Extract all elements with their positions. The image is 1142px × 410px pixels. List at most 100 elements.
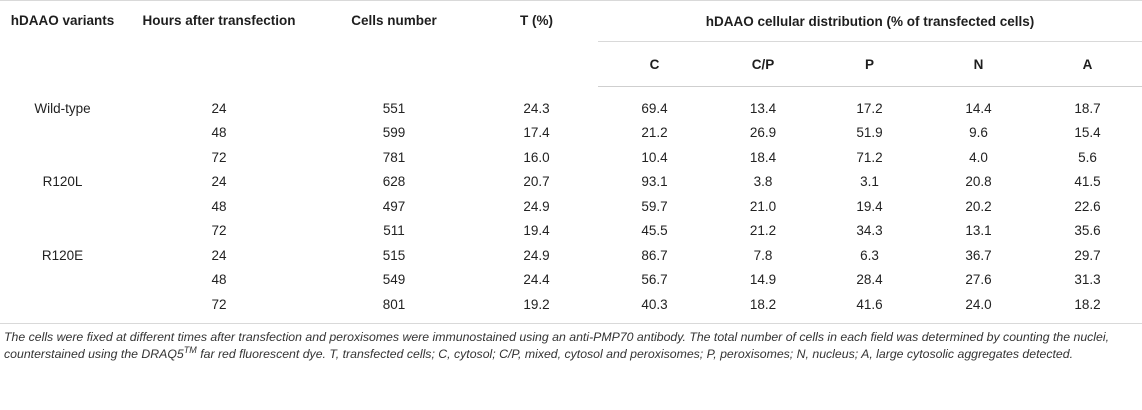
cell-a: 18.7 <box>1074 100 1101 116</box>
cell-p: 51.9 <box>856 125 883 141</box>
header-cells-number: Cells number <box>313 0 475 87</box>
cell-hours: 24 <box>211 174 227 190</box>
cell-t-percent: 24.4 <box>523 272 550 288</box>
cell-cells-number: 549 <box>382 272 406 288</box>
cell-hours: 72 <box>211 149 227 165</box>
cell-hours: 48 <box>211 198 227 214</box>
header-n: N <box>924 41 1033 87</box>
table-row: 48 599 17.4 21.2 26.9 51.9 9.6 15.4 <box>0 121 1142 146</box>
cell-cp: 26.9 <box>749 125 777 141</box>
cell-p: 6.3 <box>860 247 879 263</box>
table-header: hDAAO variants Hours after transfection … <box>0 0 1142 87</box>
header-p: P <box>815 41 924 87</box>
cell-c: 21.2 <box>641 125 668 141</box>
caption-text-after: far red fluorescent dye. T, transfected … <box>196 347 1074 361</box>
header-distribution: hDAAO cellular distribution (% of transf… <box>598 0 1142 42</box>
cell-cp: 18.2 <box>711 292 815 324</box>
cell-t-percent: 24.9 <box>523 247 550 263</box>
cell-p: 41.6 <box>815 292 924 324</box>
cell-cp: 3.8 <box>753 174 773 190</box>
header-hours: Hours after transfection <box>125 0 313 87</box>
cell-hours: 72 <box>125 292 313 324</box>
cell-cp: 21.0 <box>749 198 777 214</box>
header-cp: C/P <box>711 41 815 87</box>
cell-cp: 7.8 <box>753 247 773 263</box>
cell-cp: 14.9 <box>749 272 777 288</box>
cell-variant <box>0 194 125 219</box>
cell-variant <box>0 268 125 293</box>
cell-c: 86.7 <box>641 247 668 263</box>
header-c: C <box>598 41 711 87</box>
table-row: R120E 24 515 24.9 86.7 7.8 6.3 36.7 29.7 <box>0 243 1142 268</box>
cell-n: 4.0 <box>969 149 988 165</box>
cell-a: 35.6 <box>1074 223 1101 239</box>
cell-a: 5.6 <box>1078 149 1097 165</box>
cell-variant: Wild-type <box>34 100 91 116</box>
cell-hours: 72 <box>211 223 227 239</box>
cell-t-percent: 19.4 <box>523 223 550 239</box>
cell-n: 24.0 <box>924 292 1033 324</box>
cell-variant: R120E <box>41 247 84 263</box>
cell-p: 19.4 <box>856 198 883 214</box>
cell-c: 40.3 <box>598 292 711 324</box>
cell-hours: 24 <box>211 247 227 263</box>
cell-n: 14.4 <box>965 100 992 116</box>
cell-c: 10.4 <box>641 149 668 165</box>
cell-a: 41.5 <box>1074 174 1101 190</box>
cell-hours: 48 <box>211 125 227 141</box>
cell-cells-number: 599 <box>382 125 406 141</box>
cell-t-percent: 20.7 <box>523 174 550 190</box>
cell-a: 29.7 <box>1074 247 1101 263</box>
table-body: Wild-type 24 551 24.3 69.4 13.4 17.2 14.4 18.7 48… <box>0 87 1142 324</box>
cell-variant <box>0 121 125 146</box>
cell-t-percent: 24.9 <box>523 198 550 214</box>
cell-c: 56.7 <box>641 272 668 288</box>
header-a: A <box>1033 41 1142 87</box>
cell-cells-number: 515 <box>382 247 406 263</box>
cell-a: 31.3 <box>1074 272 1101 288</box>
cell-t-percent: 24.3 <box>523 100 550 116</box>
table-caption: The cells were fixed at different times … <box>4 329 1136 363</box>
cell-t-percent: 19.2 <box>475 292 598 324</box>
cell-p: 71.2 <box>856 149 883 165</box>
cell-cells-number: 801 <box>313 292 475 324</box>
cell-hours: 48 <box>211 272 227 288</box>
caption-trademark: TM <box>183 344 197 355</box>
table-row: 72 801 19.2 40.3 18.2 41.6 24.0 18.2 <box>0 292 1142 324</box>
cell-cells-number: 497 <box>382 198 406 214</box>
header-t-percent: T (%) <box>475 0 598 87</box>
table-row: R120L 24 628 20.7 93.1 3.8 3.1 20.8 41.5 <box>0 170 1142 195</box>
cell-a: 15.4 <box>1074 125 1101 141</box>
cell-variant <box>0 145 125 170</box>
table-row: 48 497 24.9 59.7 21.0 19.4 20.2 22.6 <box>0 194 1142 219</box>
cell-a: 18.2 <box>1033 292 1142 324</box>
cell-n: 36.7 <box>965 247 992 263</box>
cell-c: 93.1 <box>641 174 668 190</box>
cell-cp: 18.4 <box>749 149 777 165</box>
cell-c: 69.4 <box>641 100 668 116</box>
table-row: 48 549 24.4 56.7 14.9 28.4 27.6 31.3 <box>0 268 1142 293</box>
table-row: Wild-type 24 551 24.3 69.4 13.4 17.2 14.4 18.7 <box>0 87 1142 121</box>
cell-p: 34.3 <box>856 223 883 239</box>
cell-p: 28.4 <box>856 272 883 288</box>
cell-variant <box>0 219 125 244</box>
table-row: 72 511 19.4 45.5 21.2 34.3 13.1 35.6 <box>0 219 1142 244</box>
header-variant: hDAAO variants <box>0 0 125 87</box>
cell-a: 22.6 <box>1074 198 1101 214</box>
cell-hours: 24 <box>211 100 227 116</box>
cell-n: 27.6 <box>965 272 992 288</box>
cell-t-percent: 16.0 <box>523 149 550 165</box>
cell-variant <box>0 292 125 324</box>
cell-cp: 13.4 <box>749 100 777 116</box>
cell-p: 3.1 <box>860 174 879 190</box>
caption-text-before: The cells were fixed at different times … <box>4 330 1110 361</box>
cell-n: 20.2 <box>965 198 992 214</box>
cell-n: 20.8 <box>965 174 992 190</box>
cell-c: 59.7 <box>641 198 668 214</box>
cell-cp: 21.2 <box>749 223 777 239</box>
cell-p: 17.2 <box>856 100 883 116</box>
cell-cells-number: 628 <box>382 174 406 190</box>
cell-n: 9.6 <box>969 125 988 141</box>
cell-cells-number: 511 <box>383 223 405 239</box>
